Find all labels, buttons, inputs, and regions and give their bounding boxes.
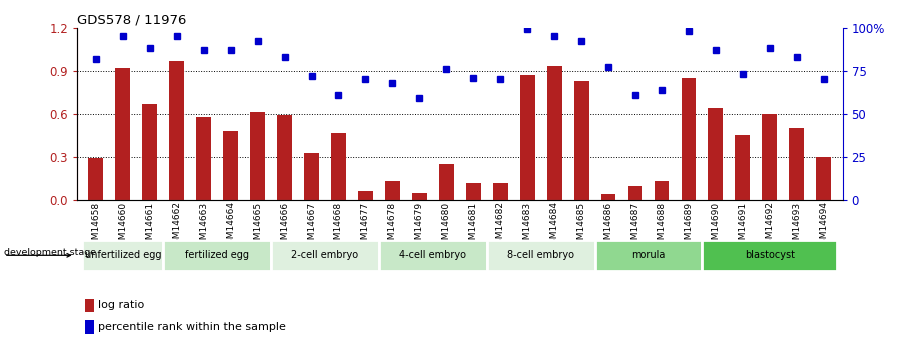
Bar (762, 114, 777, 200)
Bar (385, 181, 400, 200)
Bar (304, 152, 319, 200)
Bar (250, 112, 265, 200)
Text: morula: morula (631, 250, 666, 260)
Text: unfertilized egg: unfertilized egg (84, 250, 161, 260)
Text: percentile rank within the sample: percentile rank within the sample (99, 322, 286, 332)
Bar (84, 320, 94, 334)
Bar (573, 81, 589, 200)
FancyBboxPatch shape (594, 240, 702, 271)
Bar (358, 191, 373, 200)
FancyBboxPatch shape (82, 240, 163, 271)
Bar (115, 68, 130, 200)
Bar (628, 186, 642, 200)
Bar (654, 181, 670, 200)
Bar (493, 183, 507, 200)
Bar (681, 78, 697, 200)
Text: GDS578 / 11976: GDS578 / 11976 (77, 13, 187, 27)
Bar (520, 75, 535, 200)
Bar (601, 194, 615, 200)
Bar (816, 157, 831, 200)
Bar (789, 128, 805, 200)
Text: development stage: development stage (4, 248, 96, 257)
FancyBboxPatch shape (163, 240, 271, 271)
Bar (169, 61, 184, 200)
Bar (331, 132, 346, 200)
Bar (546, 66, 562, 200)
Bar (736, 136, 750, 200)
FancyBboxPatch shape (271, 240, 379, 271)
Text: fertilized egg: fertilized egg (185, 250, 249, 260)
Bar (439, 164, 454, 200)
Bar (142, 104, 158, 200)
Text: blastocyst: blastocyst (745, 250, 795, 260)
Bar (708, 108, 723, 200)
Text: log ratio: log ratio (99, 300, 145, 310)
Text: 4-cell embryo: 4-cell embryo (400, 250, 467, 260)
Bar (84, 299, 94, 312)
Bar (412, 193, 427, 200)
Bar (89, 158, 103, 200)
FancyBboxPatch shape (379, 240, 487, 271)
Bar (466, 183, 481, 200)
FancyBboxPatch shape (487, 240, 594, 271)
Bar (197, 117, 211, 200)
Bar (277, 115, 292, 200)
Text: 8-cell embryo: 8-cell embryo (507, 250, 574, 260)
Bar (223, 131, 238, 200)
FancyBboxPatch shape (702, 240, 837, 271)
Text: 2-cell embryo: 2-cell embryo (292, 250, 359, 260)
